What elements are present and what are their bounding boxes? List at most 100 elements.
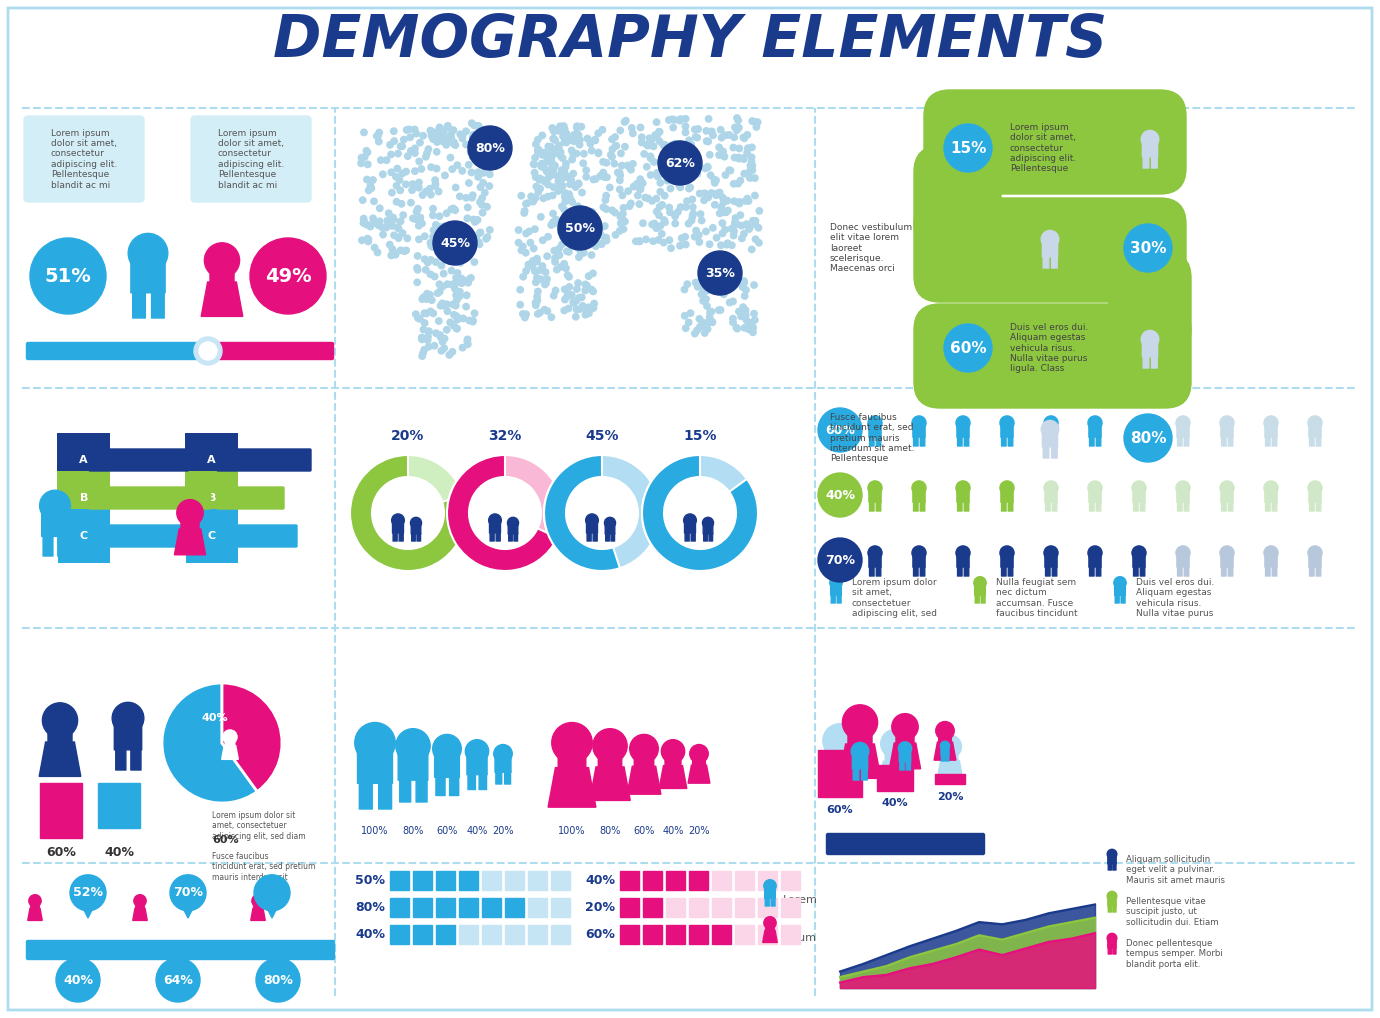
Bar bbox=[391, 925, 408, 944]
Circle shape bbox=[440, 138, 446, 145]
Circle shape bbox=[424, 151, 431, 157]
Circle shape bbox=[562, 126, 569, 132]
Circle shape bbox=[742, 197, 748, 205]
Circle shape bbox=[609, 154, 615, 160]
Circle shape bbox=[199, 342, 217, 360]
Circle shape bbox=[682, 123, 689, 129]
Circle shape bbox=[566, 305, 571, 312]
Circle shape bbox=[603, 192, 610, 199]
Circle shape bbox=[697, 190, 702, 196]
Circle shape bbox=[473, 234, 479, 241]
Circle shape bbox=[549, 160, 555, 167]
Circle shape bbox=[457, 293, 462, 299]
Circle shape bbox=[563, 130, 570, 136]
FancyBboxPatch shape bbox=[943, 748, 958, 761]
Circle shape bbox=[562, 286, 569, 292]
Circle shape bbox=[707, 152, 713, 158]
Circle shape bbox=[545, 193, 551, 200]
Circle shape bbox=[558, 206, 602, 250]
Circle shape bbox=[410, 181, 415, 187]
Circle shape bbox=[638, 184, 643, 190]
Circle shape bbox=[578, 123, 585, 130]
Circle shape bbox=[693, 279, 698, 286]
FancyBboxPatch shape bbox=[1090, 437, 1094, 446]
Circle shape bbox=[694, 134, 701, 140]
Circle shape bbox=[667, 205, 672, 211]
Circle shape bbox=[425, 260, 431, 266]
Circle shape bbox=[586, 140, 593, 147]
Circle shape bbox=[537, 309, 544, 316]
Circle shape bbox=[195, 337, 222, 365]
Circle shape bbox=[170, 874, 206, 911]
Circle shape bbox=[713, 234, 720, 241]
Circle shape bbox=[472, 139, 479, 146]
Circle shape bbox=[727, 275, 733, 281]
FancyBboxPatch shape bbox=[1310, 566, 1314, 576]
Circle shape bbox=[752, 221, 758, 227]
FancyBboxPatch shape bbox=[914, 197, 1185, 302]
Circle shape bbox=[818, 473, 862, 517]
Circle shape bbox=[355, 723, 395, 764]
Circle shape bbox=[712, 180, 718, 186]
Circle shape bbox=[455, 315, 462, 322]
Circle shape bbox=[956, 416, 970, 430]
Circle shape bbox=[592, 243, 599, 249]
Circle shape bbox=[569, 136, 575, 144]
Circle shape bbox=[389, 223, 395, 229]
Circle shape bbox=[544, 159, 549, 165]
Circle shape bbox=[745, 326, 752, 332]
FancyBboxPatch shape bbox=[417, 533, 421, 541]
Circle shape bbox=[450, 224, 457, 230]
Text: Pellentesque vitae
suscipit justo, ut
sollicitudin dui. Etiam: Pellentesque vitae suscipit justo, ut so… bbox=[1126, 897, 1219, 927]
Text: Donec pellentesque
tempus semper. Morbi
blandit porta elit.: Donec pellentesque tempus semper. Morbi … bbox=[1126, 939, 1223, 969]
Circle shape bbox=[569, 199, 575, 206]
Circle shape bbox=[70, 874, 106, 911]
Circle shape bbox=[716, 145, 722, 151]
Circle shape bbox=[531, 155, 538, 161]
Circle shape bbox=[371, 199, 377, 205]
Circle shape bbox=[487, 171, 493, 177]
Circle shape bbox=[726, 299, 733, 305]
Bar bbox=[620, 925, 639, 944]
FancyBboxPatch shape bbox=[479, 774, 487, 790]
Circle shape bbox=[436, 318, 442, 324]
Circle shape bbox=[643, 236, 649, 242]
Circle shape bbox=[559, 204, 564, 210]
Circle shape bbox=[360, 216, 367, 222]
Circle shape bbox=[411, 168, 418, 174]
Circle shape bbox=[697, 324, 702, 330]
Circle shape bbox=[1043, 416, 1058, 430]
Circle shape bbox=[748, 154, 755, 161]
FancyBboxPatch shape bbox=[766, 924, 774, 931]
Circle shape bbox=[465, 740, 489, 764]
Circle shape bbox=[548, 144, 555, 150]
Circle shape bbox=[731, 228, 737, 234]
FancyBboxPatch shape bbox=[1009, 437, 1013, 446]
Circle shape bbox=[453, 142, 458, 149]
Circle shape bbox=[747, 168, 753, 174]
Circle shape bbox=[582, 312, 589, 318]
Circle shape bbox=[585, 310, 592, 317]
Circle shape bbox=[589, 209, 595, 215]
Circle shape bbox=[476, 158, 483, 165]
Circle shape bbox=[421, 256, 428, 263]
FancyBboxPatch shape bbox=[1090, 502, 1094, 511]
Text: 40%: 40% bbox=[466, 826, 487, 836]
Circle shape bbox=[617, 127, 624, 133]
FancyBboxPatch shape bbox=[1177, 437, 1183, 446]
Circle shape bbox=[562, 193, 569, 200]
Circle shape bbox=[765, 880, 776, 892]
Circle shape bbox=[404, 235, 410, 241]
Circle shape bbox=[450, 127, 457, 133]
Circle shape bbox=[559, 182, 566, 189]
Circle shape bbox=[749, 329, 756, 336]
Circle shape bbox=[628, 201, 633, 207]
Circle shape bbox=[418, 220, 425, 227]
Circle shape bbox=[1176, 416, 1190, 430]
Text: 40%: 40% bbox=[662, 826, 683, 836]
Circle shape bbox=[589, 270, 596, 277]
Circle shape bbox=[595, 150, 602, 157]
Wedge shape bbox=[447, 455, 563, 571]
Circle shape bbox=[426, 295, 432, 301]
Circle shape bbox=[696, 126, 701, 132]
